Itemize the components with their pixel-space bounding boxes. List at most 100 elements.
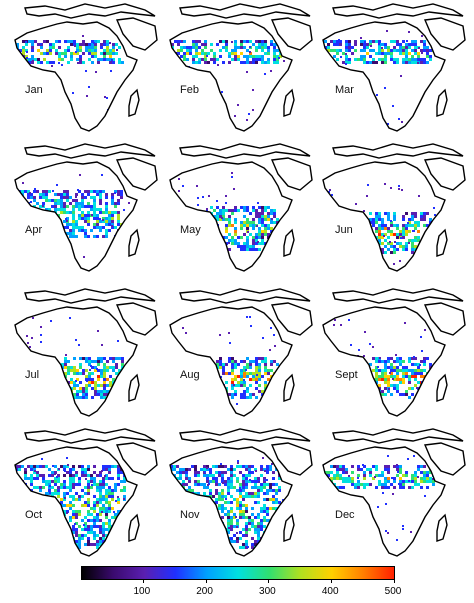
madagascar-coastline	[436, 513, 448, 542]
colorbar-tickmark	[205, 579, 207, 583]
map-panel-jan: Jan	[5, 0, 161, 140]
madagascar-coastline	[128, 513, 140, 542]
europe-coastline	[179, 288, 311, 304]
fire-pixels	[170, 457, 284, 549]
africa-coastline	[14, 161, 138, 272]
europe-coastline	[24, 143, 156, 159]
africa-coastline	[322, 446, 446, 557]
europe-coastline	[24, 3, 156, 19]
colorbar-tick-label: 300	[259, 586, 276, 597]
africa-map	[169, 143, 313, 272]
map-panel-feb: Feb	[160, 0, 316, 140]
month-label: Aug	[180, 369, 200, 381]
month-label: Jun	[335, 224, 353, 236]
africa-coastline	[322, 21, 446, 132]
madagascar-coastline	[283, 513, 295, 542]
map-panel-dec: Dec	[313, 425, 469, 565]
month-label: Nov	[180, 509, 200, 521]
africa-map	[14, 428, 158, 557]
colorbar-tickmark	[394, 579, 395, 583]
madagascar-coastline	[436, 373, 448, 402]
africa-coastline	[169, 446, 293, 557]
madagascar-coastline	[283, 88, 295, 117]
month-label: Sept	[335, 369, 358, 381]
arabia-coastline	[423, 442, 466, 476]
fire-pixels	[23, 317, 127, 413]
africa-coastline	[14, 306, 138, 417]
africa-map	[322, 143, 466, 272]
map-panel-aug: Aug	[160, 285, 316, 425]
africa-map	[169, 288, 313, 417]
madagascar-coastline	[283, 228, 295, 257]
arabia-coastline	[423, 302, 466, 336]
month-label: Mar	[335, 84, 354, 96]
map-panel-oct: Oct	[5, 425, 161, 565]
madagascar-coastline	[436, 88, 448, 117]
africa-map	[169, 3, 313, 132]
europe-coastline	[179, 3, 311, 19]
madagascar-coastline	[128, 373, 140, 402]
africa-map	[169, 428, 313, 557]
arabia-coastline	[270, 302, 313, 336]
month-label: Jan	[25, 84, 43, 96]
madagascar-coastline	[283, 373, 295, 402]
month-label: Apr	[25, 224, 43, 236]
arabia-coastline	[115, 157, 158, 191]
europe-coastline	[332, 143, 464, 159]
colorbar	[81, 566, 395, 580]
europe-coastline	[179, 143, 311, 159]
month-label: Jul	[25, 369, 40, 381]
fire-pixels	[15, 171, 130, 269]
fire-pixels	[323, 455, 437, 556]
arabia-coastline	[270, 442, 313, 476]
africa-map	[322, 3, 466, 132]
colorbar-tick-label: 100	[133, 586, 151, 597]
map-panel-mar: Mar	[313, 0, 469, 140]
fire-pixels	[323, 30, 435, 131]
arabia-coastline	[115, 17, 158, 51]
arabia-coastline	[423, 157, 466, 191]
madagascar-coastline	[128, 228, 140, 257]
arabia-coastline	[270, 157, 313, 191]
map-panel-jun: Jun	[313, 140, 469, 280]
arabia-coastline	[423, 17, 466, 51]
africa-coastline	[322, 306, 446, 417]
arabia-coastline	[115, 442, 158, 476]
map-panel-sept: Sept	[313, 285, 469, 425]
europe-coastline	[24, 288, 156, 304]
madagascar-coastline	[128, 88, 140, 117]
africa-map	[322, 288, 466, 417]
africa-coastline	[169, 306, 293, 417]
africa-map	[14, 143, 158, 272]
africa-coastline	[14, 21, 138, 132]
fire-pixels	[15, 457, 129, 553]
africa-coastline	[169, 21, 293, 132]
africa-coastline	[322, 161, 446, 272]
europe-coastline	[24, 428, 156, 444]
colorbar-tickmark	[268, 579, 270, 583]
fire-pixels	[170, 31, 285, 130]
month-label: Dec	[335, 509, 355, 521]
arabia-coastline	[115, 302, 158, 336]
colorbar-tickmark	[331, 579, 333, 583]
colorbar-tickmark	[142, 579, 144, 583]
month-label: May	[180, 224, 201, 236]
fire-pixels	[15, 30, 130, 131]
arabia-coastline	[270, 17, 313, 51]
month-label: Feb	[180, 84, 199, 96]
colorbar-tick-label: 200	[196, 586, 213, 597]
africa-map	[14, 3, 158, 132]
europe-coastline	[332, 3, 464, 19]
colorbar-tick-label: 500	[384, 586, 402, 597]
map-panel-may: May	[160, 140, 316, 280]
fire-pixels	[176, 316, 283, 409]
africa-coastline	[14, 446, 138, 557]
madagascar-coastline	[436, 228, 448, 257]
map-panel-nov: Nov	[160, 425, 316, 565]
map-panel-apr: Apr	[5, 140, 161, 280]
europe-coastline	[332, 288, 464, 304]
africa-map	[14, 288, 158, 417]
europe-coastline	[332, 428, 464, 444]
month-label: Oct	[25, 509, 43, 521]
monthly-map-grid: Jan Feb Mar Apr May Jun Jul Aug Sept Oct Nov Dec	[5, 0, 469, 557]
